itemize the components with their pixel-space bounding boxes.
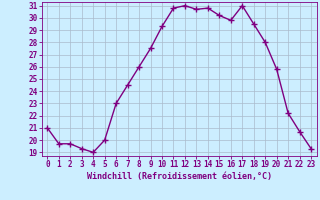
X-axis label: Windchill (Refroidissement éolien,°C): Windchill (Refroidissement éolien,°C) <box>87 172 272 181</box>
